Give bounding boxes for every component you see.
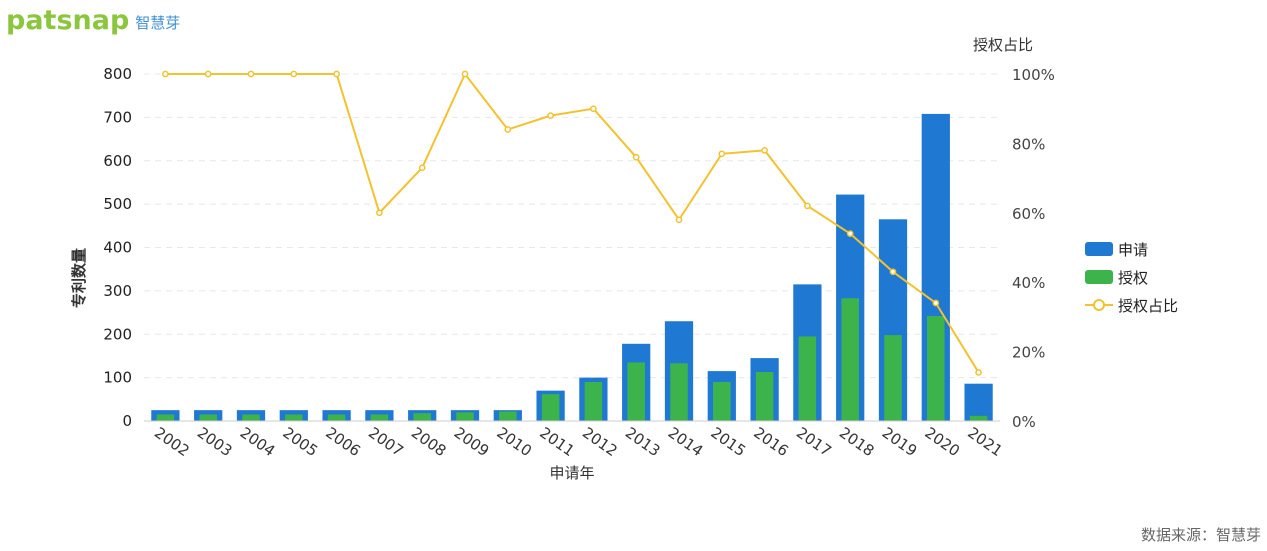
legend-swatch-grants[interactable] xyxy=(1085,270,1113,284)
legend-label-ratio[interactable]: 授权占比 xyxy=(1118,297,1178,315)
y-tick-label-400: 400 xyxy=(103,239,132,257)
y-tick-label-0: 0 xyxy=(122,412,132,430)
y-tick-label-200: 200 xyxy=(103,325,132,343)
ratio-point-2018 xyxy=(846,230,854,237)
x-tick-label-2006: 2006 xyxy=(322,424,364,461)
y-tick-label-700: 700 xyxy=(103,108,132,126)
ratio-polyline xyxy=(165,72,980,373)
legend-label-grants[interactable]: 授权 xyxy=(1118,269,1148,287)
bar-grants-2008 xyxy=(413,413,431,421)
legend: 申请 授权 授权占比 xyxy=(1085,241,1178,315)
bar-grants-2011 xyxy=(541,394,560,421)
y2-tick-label-1: 20% xyxy=(1012,344,1045,362)
x-tick-label-2010: 2010 xyxy=(494,424,536,461)
axes: 0 100 200 300 400 500 600 700 800 0% 20% 40% 60% 80% 1… xyxy=(103,65,1055,460)
y2-tick-label-2: 40% xyxy=(1012,274,1045,292)
y2-tick-label-3: 60% xyxy=(1012,205,1045,223)
bars xyxy=(151,113,993,421)
legend-label-applications[interactable]: 申请 xyxy=(1118,241,1148,259)
patsnap-logo-cn: 智慧芽 xyxy=(135,13,181,32)
bar-grants-2018 xyxy=(841,298,859,421)
y-tick-label-300: 300 xyxy=(103,282,132,300)
x-tick-label-2007: 2007 xyxy=(365,424,407,461)
x-tick-label-2004: 2004 xyxy=(237,424,279,461)
ratio-point-2004 xyxy=(247,70,255,78)
bar-grants-2015 xyxy=(713,381,731,421)
x-tick-label-2012: 2012 xyxy=(579,424,621,461)
y-tick-label-100: 100 xyxy=(103,369,132,387)
x-tick-label-2013: 2013 xyxy=(622,424,664,461)
ratio-point-2009 xyxy=(461,70,469,78)
ratio-point-2016 xyxy=(761,146,768,154)
x-tick-label-2019: 2019 xyxy=(879,424,921,461)
x-tick-label-2005: 2005 xyxy=(280,424,322,461)
bar-applications-2021 xyxy=(964,383,993,421)
y2-tick-label-4: 80% xyxy=(1012,135,1045,153)
x-tick-label-2003: 2003 xyxy=(194,424,236,461)
y-tick-label-500: 500 xyxy=(103,195,132,213)
bar-grants-2021 xyxy=(969,415,988,421)
data-source-note: 数据来源：智慧芽 xyxy=(1140,526,1261,544)
y-axis-title: 专利数量 xyxy=(70,248,88,308)
bar-grants-2005 xyxy=(285,414,303,421)
ratio-point-2013 xyxy=(632,153,640,161)
ratio-point-2014 xyxy=(675,216,683,224)
bar-grants-2003 xyxy=(199,414,217,421)
x-tick-label-2002: 2002 xyxy=(151,424,193,461)
patsnap-logo: patsnap xyxy=(6,4,130,36)
grid-lines xyxy=(144,73,1000,379)
bar-grants-2017 xyxy=(798,336,817,421)
ratio-point-2021 xyxy=(975,369,982,376)
ratio-point-2012 xyxy=(590,105,597,113)
ratio-point-2008 xyxy=(418,164,426,172)
x-tick-label-2021: 2021 xyxy=(964,424,1006,461)
x-tick-label-2015: 2015 xyxy=(708,424,750,461)
x-tick-label-2014: 2014 xyxy=(665,424,707,461)
ratio-point-2006 xyxy=(333,70,340,78)
bar-grants-2016 xyxy=(755,371,774,421)
bar-grants-2004 xyxy=(242,414,260,421)
ratio-point-2003 xyxy=(204,70,212,78)
bar-grants-2012 xyxy=(584,381,603,421)
x-tick-label-2011: 2011 xyxy=(536,424,578,461)
ratio-point-2010 xyxy=(504,126,512,133)
ratio-point-2019 xyxy=(889,268,897,276)
legend-swatch-ratio-marker[interactable] xyxy=(1093,299,1105,311)
ratio-line xyxy=(162,70,982,376)
x-tick-label-2020: 2020 xyxy=(922,424,964,461)
brand: patsnap 智慧芽 xyxy=(6,2,180,38)
bar-grants-2009 xyxy=(456,412,474,421)
ratio-point-2011 xyxy=(547,112,554,119)
legend-swatch-applications[interactable] xyxy=(1085,242,1113,256)
y-tick-label-800: 800 xyxy=(103,65,132,83)
y2-tick-label-0: 0% xyxy=(1012,413,1036,431)
x-tick-label-2009: 2009 xyxy=(451,424,493,461)
x-tick-label-2008: 2008 xyxy=(408,424,450,461)
bar-grants-2020 xyxy=(927,316,945,421)
bar-grants-2010 xyxy=(499,411,517,421)
x-axis-title: 申请年 xyxy=(549,464,594,482)
bar-grants-2013 xyxy=(627,362,645,421)
ratio-point-2005 xyxy=(290,70,298,78)
x-tick-label-2016: 2016 xyxy=(750,424,792,461)
bar-grants-2002 xyxy=(156,414,175,421)
ratio-point-2020 xyxy=(932,299,940,307)
bar-grants-2006 xyxy=(327,414,346,421)
ratio-point-2015 xyxy=(718,150,726,158)
ratio-point-2002 xyxy=(162,70,169,78)
y2-tick-label-5: 100% xyxy=(1012,66,1055,84)
x-tick-label-2018: 2018 xyxy=(836,424,878,461)
ratio-point-2007 xyxy=(376,209,383,217)
ratio-point-2017 xyxy=(804,202,811,210)
bar-grants-2007 xyxy=(370,414,389,421)
y2-axis-title: 授权占比 xyxy=(973,36,1033,54)
bar-grants-2014 xyxy=(670,363,688,421)
bar-grants-2019 xyxy=(884,335,902,421)
x-tick-label-2017: 2017 xyxy=(793,424,835,461)
y-tick-label-600: 600 xyxy=(103,152,132,170)
